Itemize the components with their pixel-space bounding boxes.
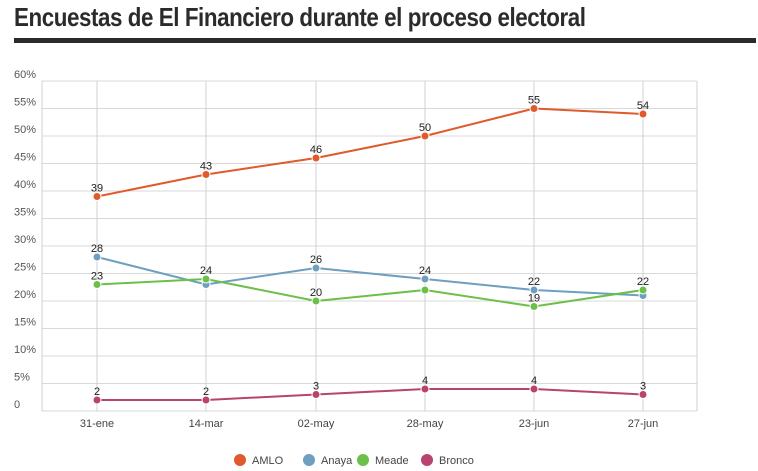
x-tick-label: 28-may bbox=[407, 418, 444, 430]
data-point-bronco bbox=[311, 390, 321, 399]
legend-label: AMLO bbox=[252, 455, 284, 467]
series-points bbox=[92, 104, 648, 405]
y-tick-label: 20% bbox=[14, 289, 36, 301]
legend-marker-bronco bbox=[421, 454, 433, 466]
data-label: 54 bbox=[637, 100, 649, 112]
y-tick-label: 25% bbox=[14, 262, 36, 274]
y-tick-label: 35% bbox=[14, 207, 36, 219]
data-point-meade bbox=[201, 274, 211, 284]
data-label: 2 bbox=[94, 386, 100, 398]
chart-legend: AMLO Anaya Meade Bronco bbox=[234, 454, 474, 467]
data-label: 3 bbox=[313, 381, 319, 393]
y-tick-label: 40% bbox=[14, 179, 36, 191]
y-tick-label: 50% bbox=[14, 124, 36, 136]
data-label: 24 bbox=[200, 265, 212, 277]
legend-marker-amlo bbox=[234, 454, 246, 466]
data-point-amlo bbox=[92, 192, 102, 201]
legend-marker-anaya bbox=[303, 454, 315, 466]
data-label: 4 bbox=[531, 375, 537, 387]
data-point-meade bbox=[311, 296, 321, 306]
y-tick-label: 5% bbox=[14, 372, 30, 384]
y-tick-label: 15% bbox=[14, 317, 36, 329]
series-line-meade bbox=[96, 277, 644, 308]
y-tick-label: 55% bbox=[14, 97, 36, 109]
data-point-meade bbox=[420, 285, 430, 295]
chart-grid bbox=[41, 80, 698, 412]
data-label: 4 bbox=[422, 375, 428, 387]
y-tick-label: 10% bbox=[14, 344, 36, 356]
data-label: 2 bbox=[203, 386, 209, 398]
x-tick-label: 14-mar bbox=[189, 418, 224, 430]
data-label: 26 bbox=[310, 254, 322, 266]
series-lines bbox=[96, 107, 644, 401]
data-point-anaya bbox=[420, 274, 430, 284]
data-point-amlo bbox=[311, 153, 321, 163]
data-label: 24 bbox=[419, 265, 431, 277]
legend-marker-meade bbox=[357, 454, 369, 466]
data-point-anaya bbox=[92, 252, 102, 262]
data-label: 50 bbox=[419, 122, 431, 134]
y-tick-label: 60% bbox=[14, 69, 36, 81]
series-line-anaya bbox=[96, 256, 644, 297]
x-tick-label: 27-jun bbox=[628, 418, 659, 430]
data-label: 22 bbox=[637, 276, 649, 288]
x-tick-label: 02-may bbox=[298, 418, 335, 430]
data-point-bronco bbox=[92, 395, 102, 405]
data-point-amlo bbox=[529, 104, 539, 113]
data-point-meade bbox=[638, 285, 648, 295]
x-tick-label: 31-ene bbox=[80, 418, 114, 430]
data-label: 28 bbox=[91, 243, 103, 255]
data-label: 23 bbox=[91, 271, 103, 283]
data-label: 39 bbox=[91, 183, 103, 195]
data-point-amlo bbox=[420, 131, 430, 141]
data-point-bronco bbox=[638, 390, 648, 399]
title-underline bbox=[14, 38, 756, 43]
y-axis-ticks: 0 5% 10% 15% 20% 25% 30% 35% 40% 45% 50% 55% 60% bbox=[14, 69, 36, 411]
y-tick-label: 30% bbox=[14, 234, 36, 246]
data-point-meade bbox=[92, 280, 102, 289]
data-point-meade bbox=[529, 302, 539, 311]
y-tick-label: 0 bbox=[14, 399, 20, 411]
data-point-amlo bbox=[638, 109, 648, 119]
chart-title: Encuestas de El Financiero durante el pr… bbox=[14, 2, 586, 32]
x-tick-label: 23-jun bbox=[519, 418, 550, 430]
data-label: 19 bbox=[528, 293, 540, 305]
legend-label: Meade bbox=[375, 455, 409, 467]
y-tick-label: 45% bbox=[14, 152, 36, 164]
data-point-bronco bbox=[420, 384, 430, 394]
data-point-amlo bbox=[201, 170, 211, 179]
data-point-bronco bbox=[529, 384, 539, 394]
x-axis-ticks: 31-ene 14-mar 02-may 28-may 23-jun 27-jun bbox=[80, 418, 658, 430]
data-label: 55 bbox=[528, 95, 540, 107]
data-label: 3 bbox=[640, 381, 646, 393]
data-point-anaya bbox=[311, 263, 321, 273]
legend-label: Anaya bbox=[321, 455, 353, 467]
legend-label: Bronco bbox=[439, 455, 474, 467]
data-label: 43 bbox=[200, 161, 212, 173]
data-point-bronco bbox=[201, 395, 211, 405]
series-line-amlo bbox=[96, 107, 644, 198]
data-point-anaya bbox=[529, 285, 539, 295]
data-label: 22 bbox=[528, 276, 540, 288]
series-line-bronco bbox=[97, 388, 644, 401]
data-label: 20 bbox=[310, 287, 322, 299]
data-label: 46 bbox=[310, 144, 322, 156]
